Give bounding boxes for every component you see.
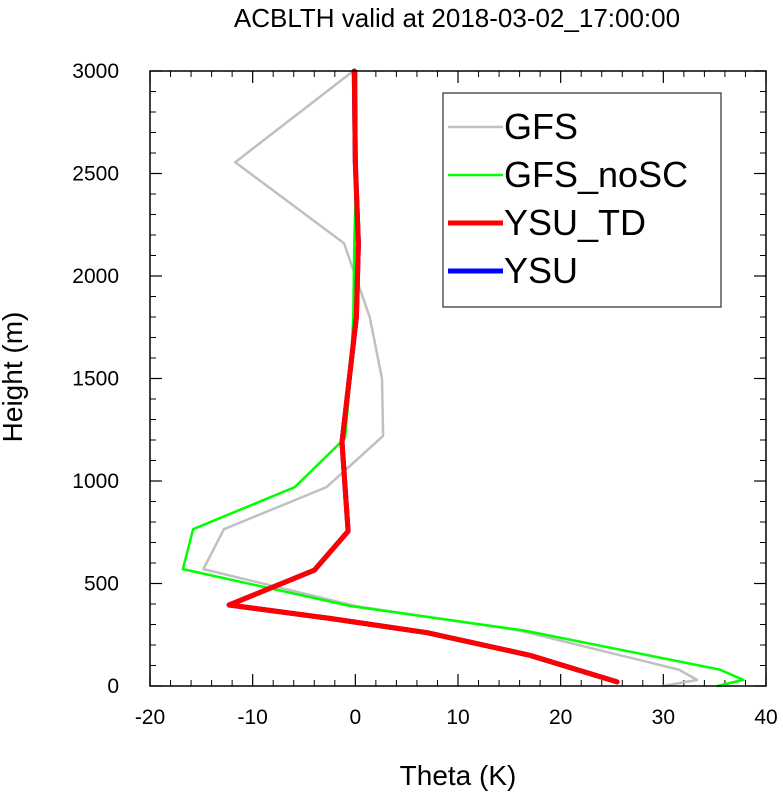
y-tick-label: 1000 <box>72 470 119 493</box>
y-tick-label: 500 <box>84 573 119 596</box>
y-tick-label: 2500 <box>72 163 119 186</box>
y-tick-label: 3000 <box>72 60 119 83</box>
x-tick-label: -20 <box>135 706 165 729</box>
legend-label: GFS <box>504 106 578 147</box>
axis-ticks: -20 -10 0 10 20 30 40 0 500 1000 1500 2000 2500 3000 <box>72 60 777 729</box>
plot-frame <box>149 70 767 687</box>
legend-box <box>442 92 722 308</box>
x-tick-label: -10 <box>237 706 267 729</box>
chart-title: ACBLTH valid at 2018-03-02_17:00:00 <box>234 3 680 33</box>
series-line-gfs-nosc <box>181 69 745 688</box>
x-tick-label: 20 <box>549 706 572 729</box>
x-tick-label: 40 <box>754 706 777 729</box>
series-line-gfs <box>202 69 699 688</box>
x-axis-label: Theta (K) <box>400 760 517 791</box>
y-tick-label: 1500 <box>72 368 119 391</box>
legend-label: YSU_TD <box>504 202 646 243</box>
x-tick-label: 30 <box>652 706 675 729</box>
y-tick-label: 0 <box>107 675 119 698</box>
legend-label: GFS_noSC <box>504 154 688 195</box>
series-layer <box>181 68 745 688</box>
y-axis-label: Height (m) <box>0 312 28 443</box>
legend: GFS GFS_noSC YSU_TD YSU <box>442 92 722 308</box>
x-tick-label: 0 <box>349 706 361 729</box>
series-line-ysu-td <box>226 68 620 685</box>
y-tick-label: 2000 <box>72 265 119 288</box>
x-tick-label: 10 <box>446 706 469 729</box>
legend-label: YSU <box>504 250 578 291</box>
